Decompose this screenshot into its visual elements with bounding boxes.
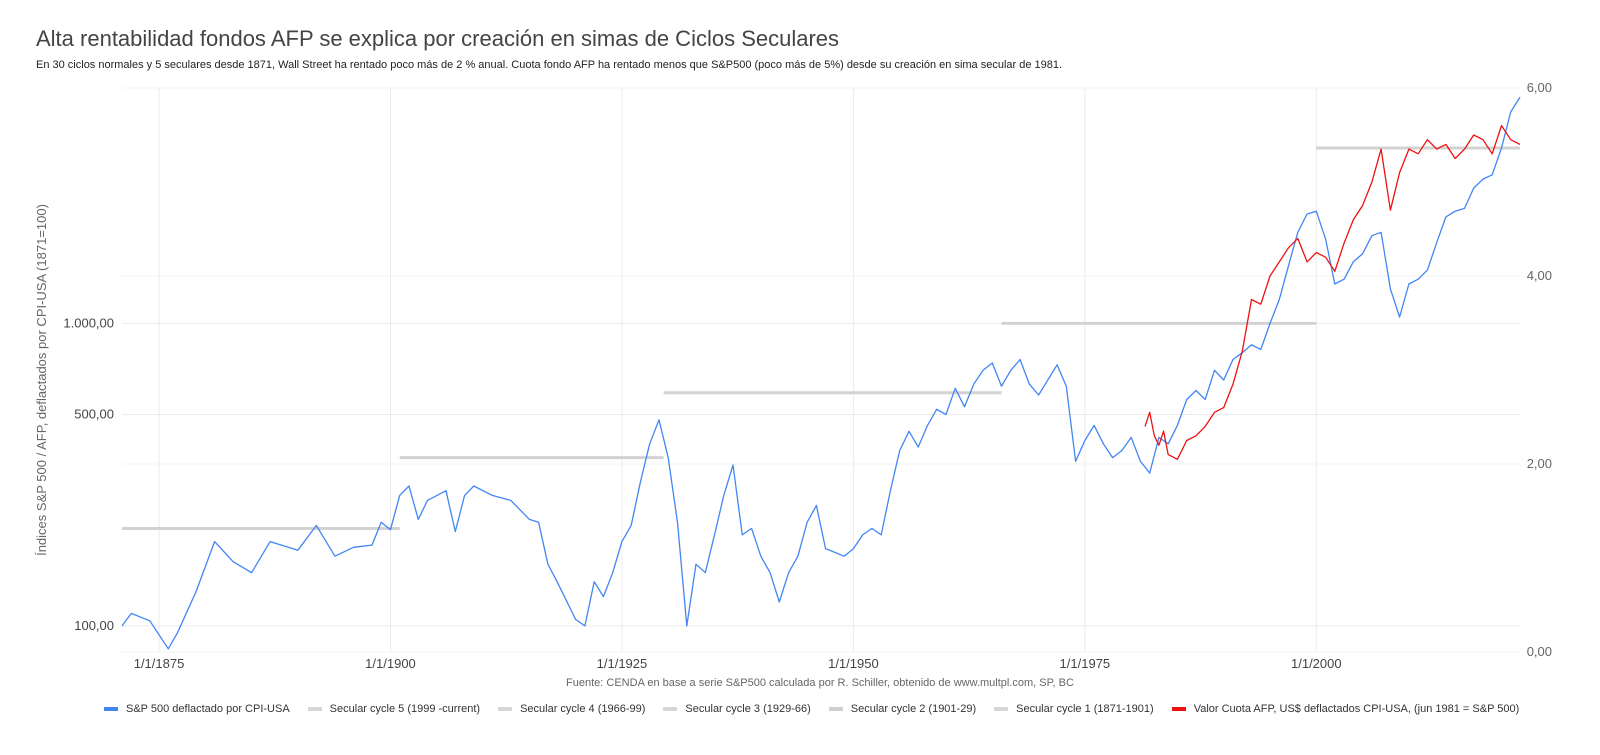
left-y-axis-ticks: 100,00 500,00 1.000,00 (63, 315, 114, 633)
legend-item-cycle-3[interactable]: Secular cycle 3 (1929-66) (663, 703, 811, 715)
legend-item-cycle-2[interactable]: Secular cycle 2 (1901-29) (828, 703, 977, 715)
legend-swatch-cycle-1 (994, 707, 1009, 711)
legend-label: Secular cycle 3 (1929-66) (685, 703, 811, 715)
y-left-tick-label: 100,00 (74, 618, 114, 633)
legend-item-cycle-5[interactable]: Secular cycle 5 (1999 -current) (307, 703, 481, 715)
legend-label: S&P 500 deflactado por CPI-USA (126, 703, 290, 715)
sp500-series-line (121, 96, 1521, 650)
y-right-tick-label: 4,00 (1527, 268, 1552, 283)
legend-swatch-cycle-5 (307, 707, 322, 711)
series-lines (121, 96, 1521, 650)
legend-swatch-cycle-2 (828, 707, 843, 711)
legend-label: Secular cycle 4 (1966-99) (520, 703, 646, 715)
x-tick-label: 1/1/1925 (597, 656, 648, 671)
source-note: Fuente: CENDA en base a serie S&P500 cal… (566, 677, 1074, 689)
x-tick-label: 1/1/1975 (1060, 656, 1111, 671)
legend-swatch-cycle-3 (663, 707, 678, 711)
y-right-tick-label: 2,00 (1527, 456, 1552, 471)
right-y-axis-ticks: 0,00 2,00 4,00 6,00 (1527, 80, 1552, 659)
grid (122, 87, 1520, 653)
y-left-tick-label: 500,00 (74, 406, 114, 421)
x-tick-label: 1/1/1950 (828, 656, 879, 671)
y-right-tick-label: 0,00 (1527, 644, 1552, 659)
x-tick-label: 1/1/1900 (365, 656, 416, 671)
legend-swatch-afp (1171, 707, 1186, 711)
legend-label: Secular cycle 5 (1999 -current) (329, 703, 481, 715)
legend-swatch-cycle-4 (498, 707, 513, 711)
x-axis-ticks: 1/1/1875 1/1/1900 1/1/1925 1/1/1950 1/1/1975… (134, 656, 1342, 671)
legend-label: Valor Cuota AFP, US$ deflactados CPI-USA… (1193, 703, 1520, 715)
x-tick-label: 1/1/2000 (1291, 656, 1342, 671)
x-tick-label: 1/1/1875 (134, 656, 185, 671)
chart-title: Alta rentabilidad fondos AFP se explica … (36, 26, 840, 51)
legend: S&P 500 deflactado por CPI-USA Secular c… (104, 703, 1519, 715)
secular-cycle-segments (122, 146, 1520, 530)
legend-label: Secular cycle 2 (1901-29) (850, 703, 977, 715)
legend-label: Secular cycle 1 (1871-1901) (1016, 703, 1154, 715)
y-right-tick-label: 6,00 (1527, 80, 1552, 95)
legend-item-cycle-1[interactable]: Secular cycle 1 (1871-1901) (994, 703, 1154, 715)
legend-swatch-sp500 (104, 707, 118, 711)
chart-subtitle: En 30 ciclos normales y 5 seculares desd… (36, 59, 1063, 71)
y-left-tick-label: 1.000,00 (63, 315, 114, 330)
legend-item-sp500[interactable]: S&P 500 deflactado por CPI-USA (104, 703, 290, 715)
legend-item-cycle-4[interactable]: Secular cycle 4 (1966-99) (498, 703, 645, 715)
y-axis-label: Índices S&P 500 / AFP, deflactados por C… (34, 204, 49, 556)
legend-item-afp[interactable]: Valor Cuota AFP, US$ deflactados CPI-USA… (1171, 703, 1520, 715)
afp-series-line (1144, 124, 1521, 460)
